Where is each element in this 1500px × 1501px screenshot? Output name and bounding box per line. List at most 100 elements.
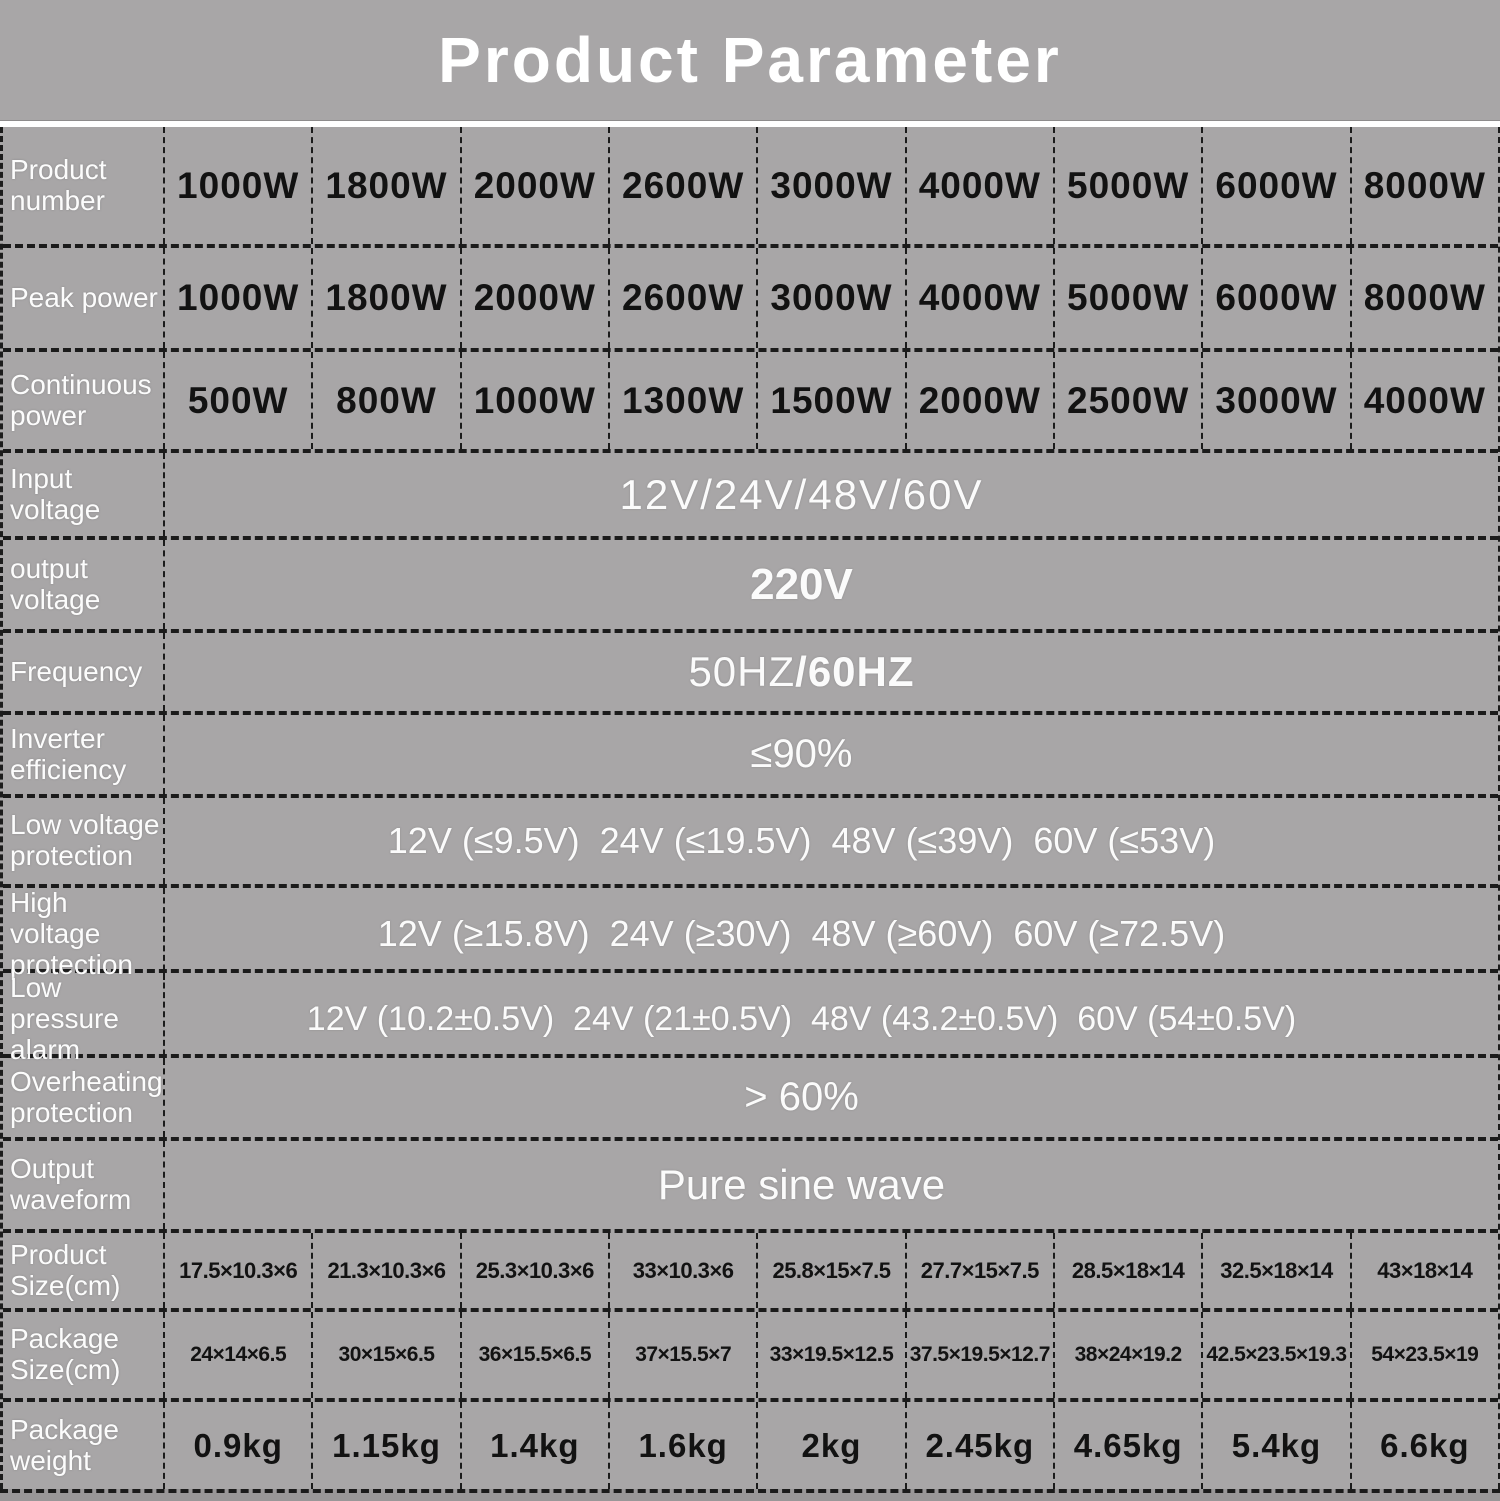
table-cell: 36×15.5×6.5 — [459, 1312, 608, 1398]
table-cell: 37×15.5×7 — [607, 1312, 756, 1398]
row-value: 50HZ/60HZ — [163, 633, 1498, 711]
table-cell: 6.6kg — [1349, 1402, 1498, 1489]
row-label: Product Size(cm) — [10, 1238, 121, 1301]
table-cell: 2000W — [904, 352, 1053, 449]
row-value: ≤90% — [163, 715, 1498, 794]
table-cell: 6000W — [1201, 248, 1349, 348]
row-peak-power: Peak power 1000W 1800W 2000W 2600W 3000W… — [3, 244, 1498, 348]
frequency-60hz: /60HZ — [795, 648, 915, 695]
table-cell: 2600W — [607, 248, 756, 348]
row-label: Input voltage — [10, 462, 101, 525]
table-cell: 1.6kg — [607, 1402, 756, 1489]
table-cell: 800W — [311, 352, 459, 449]
table-cell: 43×18×14 — [1349, 1233, 1498, 1308]
row-label: Low pressure alarm — [10, 972, 119, 1065]
row-label: Low voltage protection — [10, 809, 160, 871]
table-cell: 32.5×18×14 — [1201, 1233, 1349, 1308]
row-value: 12V (≤9.5V) 24V (≤19.5V) 48V (≤39V) 60V … — [163, 798, 1498, 884]
table-cell: 3000W — [756, 127, 904, 244]
table-cell: 1000W — [163, 248, 311, 348]
table-cell: 1000W — [163, 127, 311, 244]
row-low-voltage-protection: Low voltage protection 12V (≤9.5V) 24V (… — [3, 794, 1498, 884]
row-value: 220V — [163, 540, 1498, 629]
row-label: Product number — [10, 153, 107, 216]
table-cell: 38×24×19.2 — [1052, 1312, 1201, 1398]
page-title: Product Parameter — [438, 24, 1062, 96]
table-cell: 0.9kg — [163, 1402, 311, 1489]
table-cell: 24×14×6.5 — [163, 1312, 311, 1398]
title-divider — [0, 120, 1500, 127]
table-cell: 5.4kg — [1201, 1402, 1349, 1489]
row-label: Frequency — [10, 655, 143, 687]
row-label: High voltage protection — [10, 887, 133, 980]
table-cell: 2500W — [1052, 352, 1201, 449]
row-high-voltage-protection: High voltage protection 12V (≥15.8V) 24V… — [3, 884, 1498, 981]
table-cell: 1000W — [459, 352, 608, 449]
bottom-strip — [0, 1489, 1500, 1501]
table-cell: 8000W — [1349, 127, 1498, 244]
table-cell: 1300W — [607, 352, 756, 449]
table-cell: 4000W — [904, 248, 1053, 348]
table-cell: 2600W — [607, 127, 756, 244]
frequency-50hz: 50HZ — [688, 648, 796, 695]
row-continuous-power: Continuous power 500W 800W 1000W 1300W 1… — [3, 348, 1498, 449]
row-input-voltage: Input voltage 12V/24V/48V/60V — [3, 449, 1498, 536]
row-product-number: Product number 1000W 1800W 2000W 2600W 3… — [3, 127, 1498, 244]
row-frequency: Frequency 50HZ/60HZ — [3, 629, 1498, 711]
row-label: Inverter efficiency — [10, 722, 127, 785]
row-output-waveform: Output waveform Pure sine wave — [3, 1137, 1498, 1229]
table-cell: 25.3×10.3×6 — [459, 1233, 608, 1308]
row-label: Overheating protection — [10, 1065, 163, 1128]
table-cell: 3000W — [756, 248, 904, 348]
title-block: Product Parameter — [0, 0, 1500, 120]
row-low-pressure-alarm: Low pressure alarm 12V (10.2±0.5V) 24V (… — [3, 969, 1498, 1066]
row-value: > 60% — [163, 1058, 1498, 1137]
table-cell: 1800W — [311, 127, 459, 244]
table-cell: 28.5×18×14 — [1052, 1233, 1201, 1308]
row-value: Pure sine wave — [163, 1141, 1498, 1229]
parameter-table: Product number 1000W 1800W 2000W 2600W 3… — [0, 127, 1500, 1489]
table-cell: 27.7×15×7.5 — [904, 1233, 1053, 1308]
table-cell: 54×23.5×19 — [1349, 1312, 1498, 1398]
table-cell: 33×10.3×6 — [607, 1233, 756, 1308]
table-cell: 2kg — [756, 1402, 904, 1489]
table-cell: 1.15kg — [311, 1402, 459, 1489]
table-cell: 21.3×10.3×6 — [311, 1233, 459, 1308]
table-cell: 1.4kg — [459, 1402, 608, 1489]
row-label: Output waveform — [10, 1153, 132, 1215]
table-cell: 3000W — [1201, 352, 1349, 449]
table-cell: 5000W — [1052, 248, 1201, 348]
row-output-voltage: output voltage 220V — [3, 536, 1498, 629]
row-label: Continuous power — [10, 368, 152, 431]
table-cell: 1800W — [311, 248, 459, 348]
table-cell: 5000W — [1052, 127, 1201, 244]
row-value: 12V (≥15.8V) 24V (≥30V) 48V (≥60V) 60V (… — [163, 888, 1498, 981]
row-label: Peak power — [10, 281, 158, 313]
table-cell: 25.8×15×7.5 — [756, 1233, 904, 1308]
table-cell: 8000W — [1349, 248, 1498, 348]
table-cell: 37.5×19.5×12.7 — [904, 1312, 1053, 1398]
table-cell: 6000W — [1201, 127, 1349, 244]
row-package-size: Package Size(cm) 24×14×6.5 30×15×6.5 36×… — [3, 1308, 1498, 1398]
row-value: 12V (10.2±0.5V) 24V (21±0.5V) 48V (43.2±… — [163, 973, 1498, 1066]
table-cell: 33×19.5×12.5 — [756, 1312, 904, 1398]
table-cell: 17.5×10.3×6 — [163, 1233, 311, 1308]
table-cell: 4000W — [904, 127, 1053, 244]
table-cell: 42.5×23.5×19.3 — [1201, 1312, 1349, 1398]
table-cell: 500W — [163, 352, 311, 449]
table-cell: 4000W — [1349, 352, 1498, 449]
row-label: Package Size(cm) — [10, 1323, 121, 1385]
row-label: Package weight — [10, 1413, 119, 1476]
row-inverter-efficiency: Inverter efficiency ≤90% — [3, 711, 1498, 794]
row-overheating-protection: Overheating protection > 60% — [3, 1054, 1498, 1137]
table-cell: 4.65kg — [1052, 1402, 1201, 1489]
table-cell: 2000W — [459, 248, 608, 348]
row-product-size: Product Size(cm) 17.5×10.3×6 21.3×10.3×6… — [3, 1229, 1498, 1308]
row-package-weight: Package weight 0.9kg 1.15kg 1.4kg 1.6kg … — [3, 1398, 1498, 1489]
row-value: 12V/24V/48V/60V — [163, 453, 1498, 536]
table-cell: 30×15×6.5 — [311, 1312, 459, 1398]
table-cell: 1500W — [756, 352, 904, 449]
table-cell: 2000W — [459, 127, 608, 244]
table-cell: 2.45kg — [904, 1402, 1053, 1489]
